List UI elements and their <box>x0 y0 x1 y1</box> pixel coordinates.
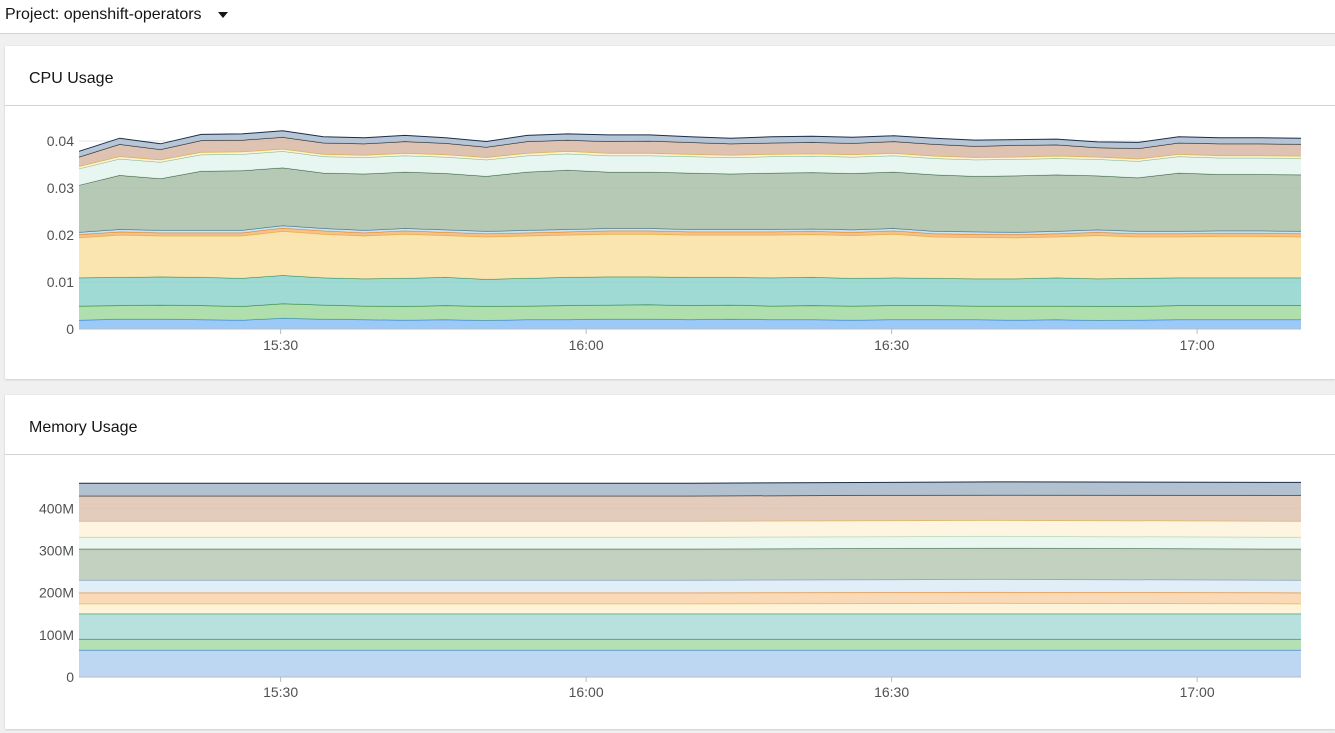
area-series-10[interactable] <box>79 482 1301 496</box>
cpu-usage-chart[interactable]: 0 0.01 0.02 0.03 0.04 15:30 16:00 16:30 17:00 <box>5 106 1335 378</box>
x-tick-label: 15:30 <box>263 684 298 700</box>
memory-usage-chart-area: 0 100M 200M 300M 400M 15:30 16:00 16:30 17:00 <box>5 455 1335 733</box>
project-dropdown[interactable]: Project: openshift-operators <box>5 4 228 26</box>
area-series-7[interactable] <box>79 536 1301 549</box>
y-tick-label: 0.01 <box>47 274 74 290</box>
y-tick-label: 100M <box>39 627 74 643</box>
area-series-1[interactable] <box>79 639 1301 650</box>
area-series-3[interactable] <box>79 603 1301 614</box>
cpu-usage-title: CPU Usage <box>29 70 113 88</box>
project-dropdown-label: Project: openshift-operators <box>5 6 202 24</box>
memory-usage-card: Memory Usage 0 100M 200M 300M 400M 15:30 16:00… <box>5 395 1335 729</box>
project-bar: Project: openshift-operators <box>0 0 1335 34</box>
cpu-usage-card: CPU Usage 0 0.01 0.02 0.03 0.04 15:30 16:00 16:… <box>5 46 1335 379</box>
area-series-0[interactable] <box>79 650 1301 677</box>
area-series-5[interactable] <box>79 579 1301 592</box>
y-tick-label: 200M <box>39 585 74 601</box>
x-tick-label: 16:00 <box>569 337 604 353</box>
memory-usage-title: Memory Usage <box>29 419 137 437</box>
area-series-9[interactable] <box>79 495 1301 521</box>
y-tick-label: 0 <box>66 321 74 337</box>
x-tick-label: 16:00 <box>569 684 604 700</box>
y-tick-label: 0.03 <box>47 180 74 196</box>
area-series-3[interactable] <box>79 231 1301 279</box>
caret-down-icon <box>218 12 228 18</box>
area-series-4[interactable] <box>79 592 1301 603</box>
area-series-2[interactable] <box>79 614 1301 639</box>
x-tick-label: 15:30 <box>263 337 298 353</box>
area-series-6[interactable] <box>79 548 1301 580</box>
y-tick-label: 0.04 <box>47 133 74 149</box>
cpu-usage-chart-area: 0 0.01 0.02 0.03 0.04 15:30 16:00 16:30 17:00 <box>5 106 1335 383</box>
memory-usage-chart[interactable]: 0 100M 200M 300M 400M 15:30 16:00 16:30 17:00 <box>5 455 1335 728</box>
x-tick-label: 16:30 <box>874 337 909 353</box>
x-tick-label: 17:00 <box>1180 684 1215 700</box>
cpu-usage-card-header: CPU Usage <box>5 46 1335 106</box>
y-tick-label: 0.02 <box>47 227 74 243</box>
memory-usage-card-header: Memory Usage <box>5 395 1335 455</box>
y-tick-label: 0 <box>66 669 74 685</box>
y-tick-label: 400M <box>39 500 74 516</box>
area-series-8[interactable] <box>79 520 1301 537</box>
y-tick-label: 300M <box>39 543 74 559</box>
x-tick-label: 16:30 <box>874 684 909 700</box>
area-series-2[interactable] <box>79 275 1301 306</box>
area-series-6[interactable] <box>79 168 1301 232</box>
x-tick-label: 17:00 <box>1180 337 1215 353</box>
